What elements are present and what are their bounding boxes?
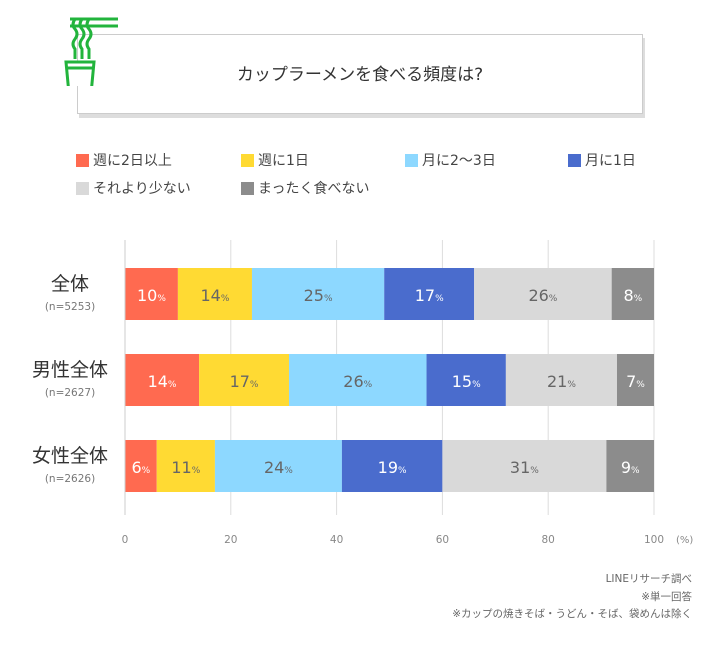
legend-item: まったく食べない — [241, 178, 369, 198]
bar-segment — [125, 440, 157, 492]
data-label: 14% — [148, 372, 177, 391]
exclusion-note: ※カップの焼きそば・うどん・そば、袋めんは除く — [452, 608, 692, 620]
x-unit-label: (%) — [676, 535, 693, 546]
x-tick-label: 60 — [436, 534, 449, 546]
data-label: 17% — [415, 286, 444, 305]
source-note: LINEリサーチ調べ — [605, 573, 692, 585]
bar-segment — [125, 268, 178, 320]
category-label: 男性全体 — [31, 359, 108, 381]
data-label: 7% — [626, 372, 645, 391]
legend-swatch — [76, 181, 89, 195]
legend-item: 月に2〜3日 — [405, 150, 496, 170]
data-label: 15% — [452, 372, 481, 391]
legend-label: それより少ない — [93, 181, 191, 197]
legend-label: まったく食べない — [258, 181, 370, 197]
data-label: 10% — [137, 286, 166, 305]
data-label: 19% — [378, 458, 407, 477]
x-tick-label: 20 — [224, 534, 237, 546]
legend-swatch — [241, 153, 254, 167]
bar-segment — [125, 354, 200, 406]
data-label: 6% — [131, 458, 150, 477]
bar-segment — [177, 268, 252, 320]
legend-swatch — [241, 181, 254, 195]
data-label: 11% — [171, 458, 200, 477]
bar-segment — [426, 354, 506, 406]
x-tick-label: 40 — [330, 534, 343, 546]
answer-note: ※単一回答 — [641, 591, 692, 603]
data-label: 21% — [547, 372, 576, 391]
data-label: 14% — [200, 286, 229, 305]
bar-segment — [384, 268, 475, 320]
sample-size-label: (n=2627) — [44, 387, 96, 399]
bar-segment — [616, 354, 654, 406]
legend-swatch — [405, 153, 418, 167]
bar-segment — [251, 268, 385, 320]
x-tick-label: 0 — [122, 534, 129, 546]
data-label: 31% — [510, 458, 539, 477]
bar-segment — [214, 440, 342, 492]
title-box — [77, 34, 643, 114]
legend-swatch — [568, 153, 581, 167]
bar-segment — [199, 354, 289, 406]
chart-title: カップラーメンを食べる頻度は? — [236, 65, 484, 85]
x-tick-label: 80 — [542, 534, 555, 546]
legend-label: 週に2日以上 — [93, 153, 172, 169]
bar-segment — [156, 440, 215, 492]
category-label: 女性全体 — [31, 445, 108, 467]
data-label: 17% — [230, 372, 259, 391]
bar-segment — [606, 440, 654, 492]
legend-swatch — [76, 153, 89, 167]
category-label: 全体 — [50, 273, 89, 295]
data-label: 9% — [621, 458, 640, 477]
data-label: 26% — [343, 372, 372, 391]
data-label: 25% — [304, 286, 333, 305]
x-tick-label: 100 — [644, 534, 664, 546]
sample-size-label: (n=2626) — [44, 473, 96, 485]
data-label: 8% — [623, 286, 642, 305]
bar-segment — [505, 354, 617, 406]
bar-segment — [474, 268, 612, 320]
legend-item: それより少ない — [76, 178, 191, 198]
data-label: 26% — [528, 286, 557, 305]
legend-item: 週に2日以上 — [76, 150, 172, 170]
bar-segment — [611, 268, 654, 320]
bar-segment — [442, 440, 607, 492]
bar-segment — [288, 354, 427, 406]
legend-item: 月に1日 — [568, 150, 636, 170]
legend-label: 月に1日 — [585, 153, 636, 169]
legend-label: 週に1日 — [258, 153, 309, 169]
data-label: 24% — [264, 458, 293, 477]
legend-item: 週に1日 — [241, 150, 309, 170]
cup-noodle-icon — [64, 17, 118, 86]
legend-label: 月に2〜3日 — [422, 153, 496, 169]
bar-segment — [341, 440, 443, 492]
sample-size-label: (n=5253) — [44, 301, 96, 313]
